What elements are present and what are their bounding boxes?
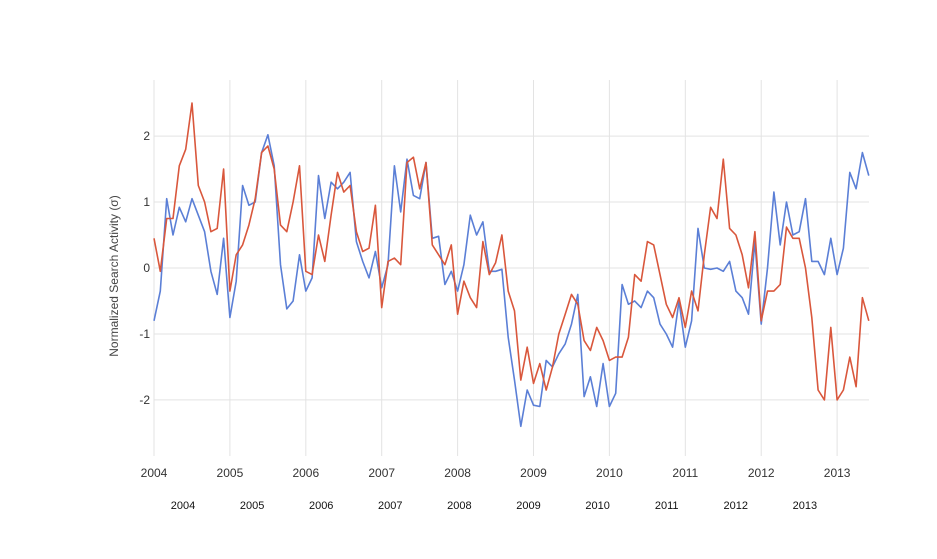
y-tick-label: 2 (143, 129, 150, 143)
y-tick-label: -2 (139, 393, 150, 407)
x-tick-label: 2004 (141, 466, 168, 480)
secondary-x-label: 2013 (793, 500, 817, 512)
x-tick-label: 2009 (520, 466, 547, 480)
secondary-x-label: 2005 (240, 500, 264, 512)
x-tick-label: 2011 (672, 466, 698, 480)
secondary-x-labels: 2004 2005 2006 2007 2008 2009 2010 2011 2012 2013 (171, 500, 817, 512)
secondary-x-label: 2011 (655, 500, 679, 512)
y-tick-label: 0 (143, 261, 150, 275)
series-line-2 (153, 102, 870, 401)
secondary-x-label: 2012 (724, 500, 748, 512)
secondary-x-label: 2008 (447, 500, 471, 512)
secondary-x-label: 2004 (171, 500, 195, 512)
series-line-1 (153, 134, 870, 428)
y-tick-label: -1 (139, 327, 150, 341)
secondary-x-label: 2009 (516, 500, 540, 512)
y-axis-tick-labels: 2 1 0 -1 -2 (139, 129, 150, 407)
x-tick-label: 2012 (748, 466, 775, 480)
x-tick-label: 2006 (292, 466, 319, 480)
secondary-x-label: 2006 (309, 500, 333, 512)
grid-lines (153, 80, 869, 456)
series-layer (153, 102, 870, 428)
x-tick-label: 2008 (444, 466, 471, 480)
x-tick-label: 2010 (596, 466, 623, 480)
x-tick-label: 2007 (368, 466, 395, 480)
x-axis-tick-labels: 2004 2005 2006 2007 2008 2009 2010 2011 2012 2013 (141, 466, 851, 480)
y-tick-label: 1 (143, 195, 150, 209)
secondary-x-label: 2007 (378, 500, 402, 512)
secondary-x-label: 2010 (585, 500, 609, 512)
x-tick-label: 2013 (824, 466, 851, 480)
y-axis-title: Normalized Search Activity (σ) (107, 195, 121, 356)
x-tick-label: 2005 (217, 466, 244, 480)
